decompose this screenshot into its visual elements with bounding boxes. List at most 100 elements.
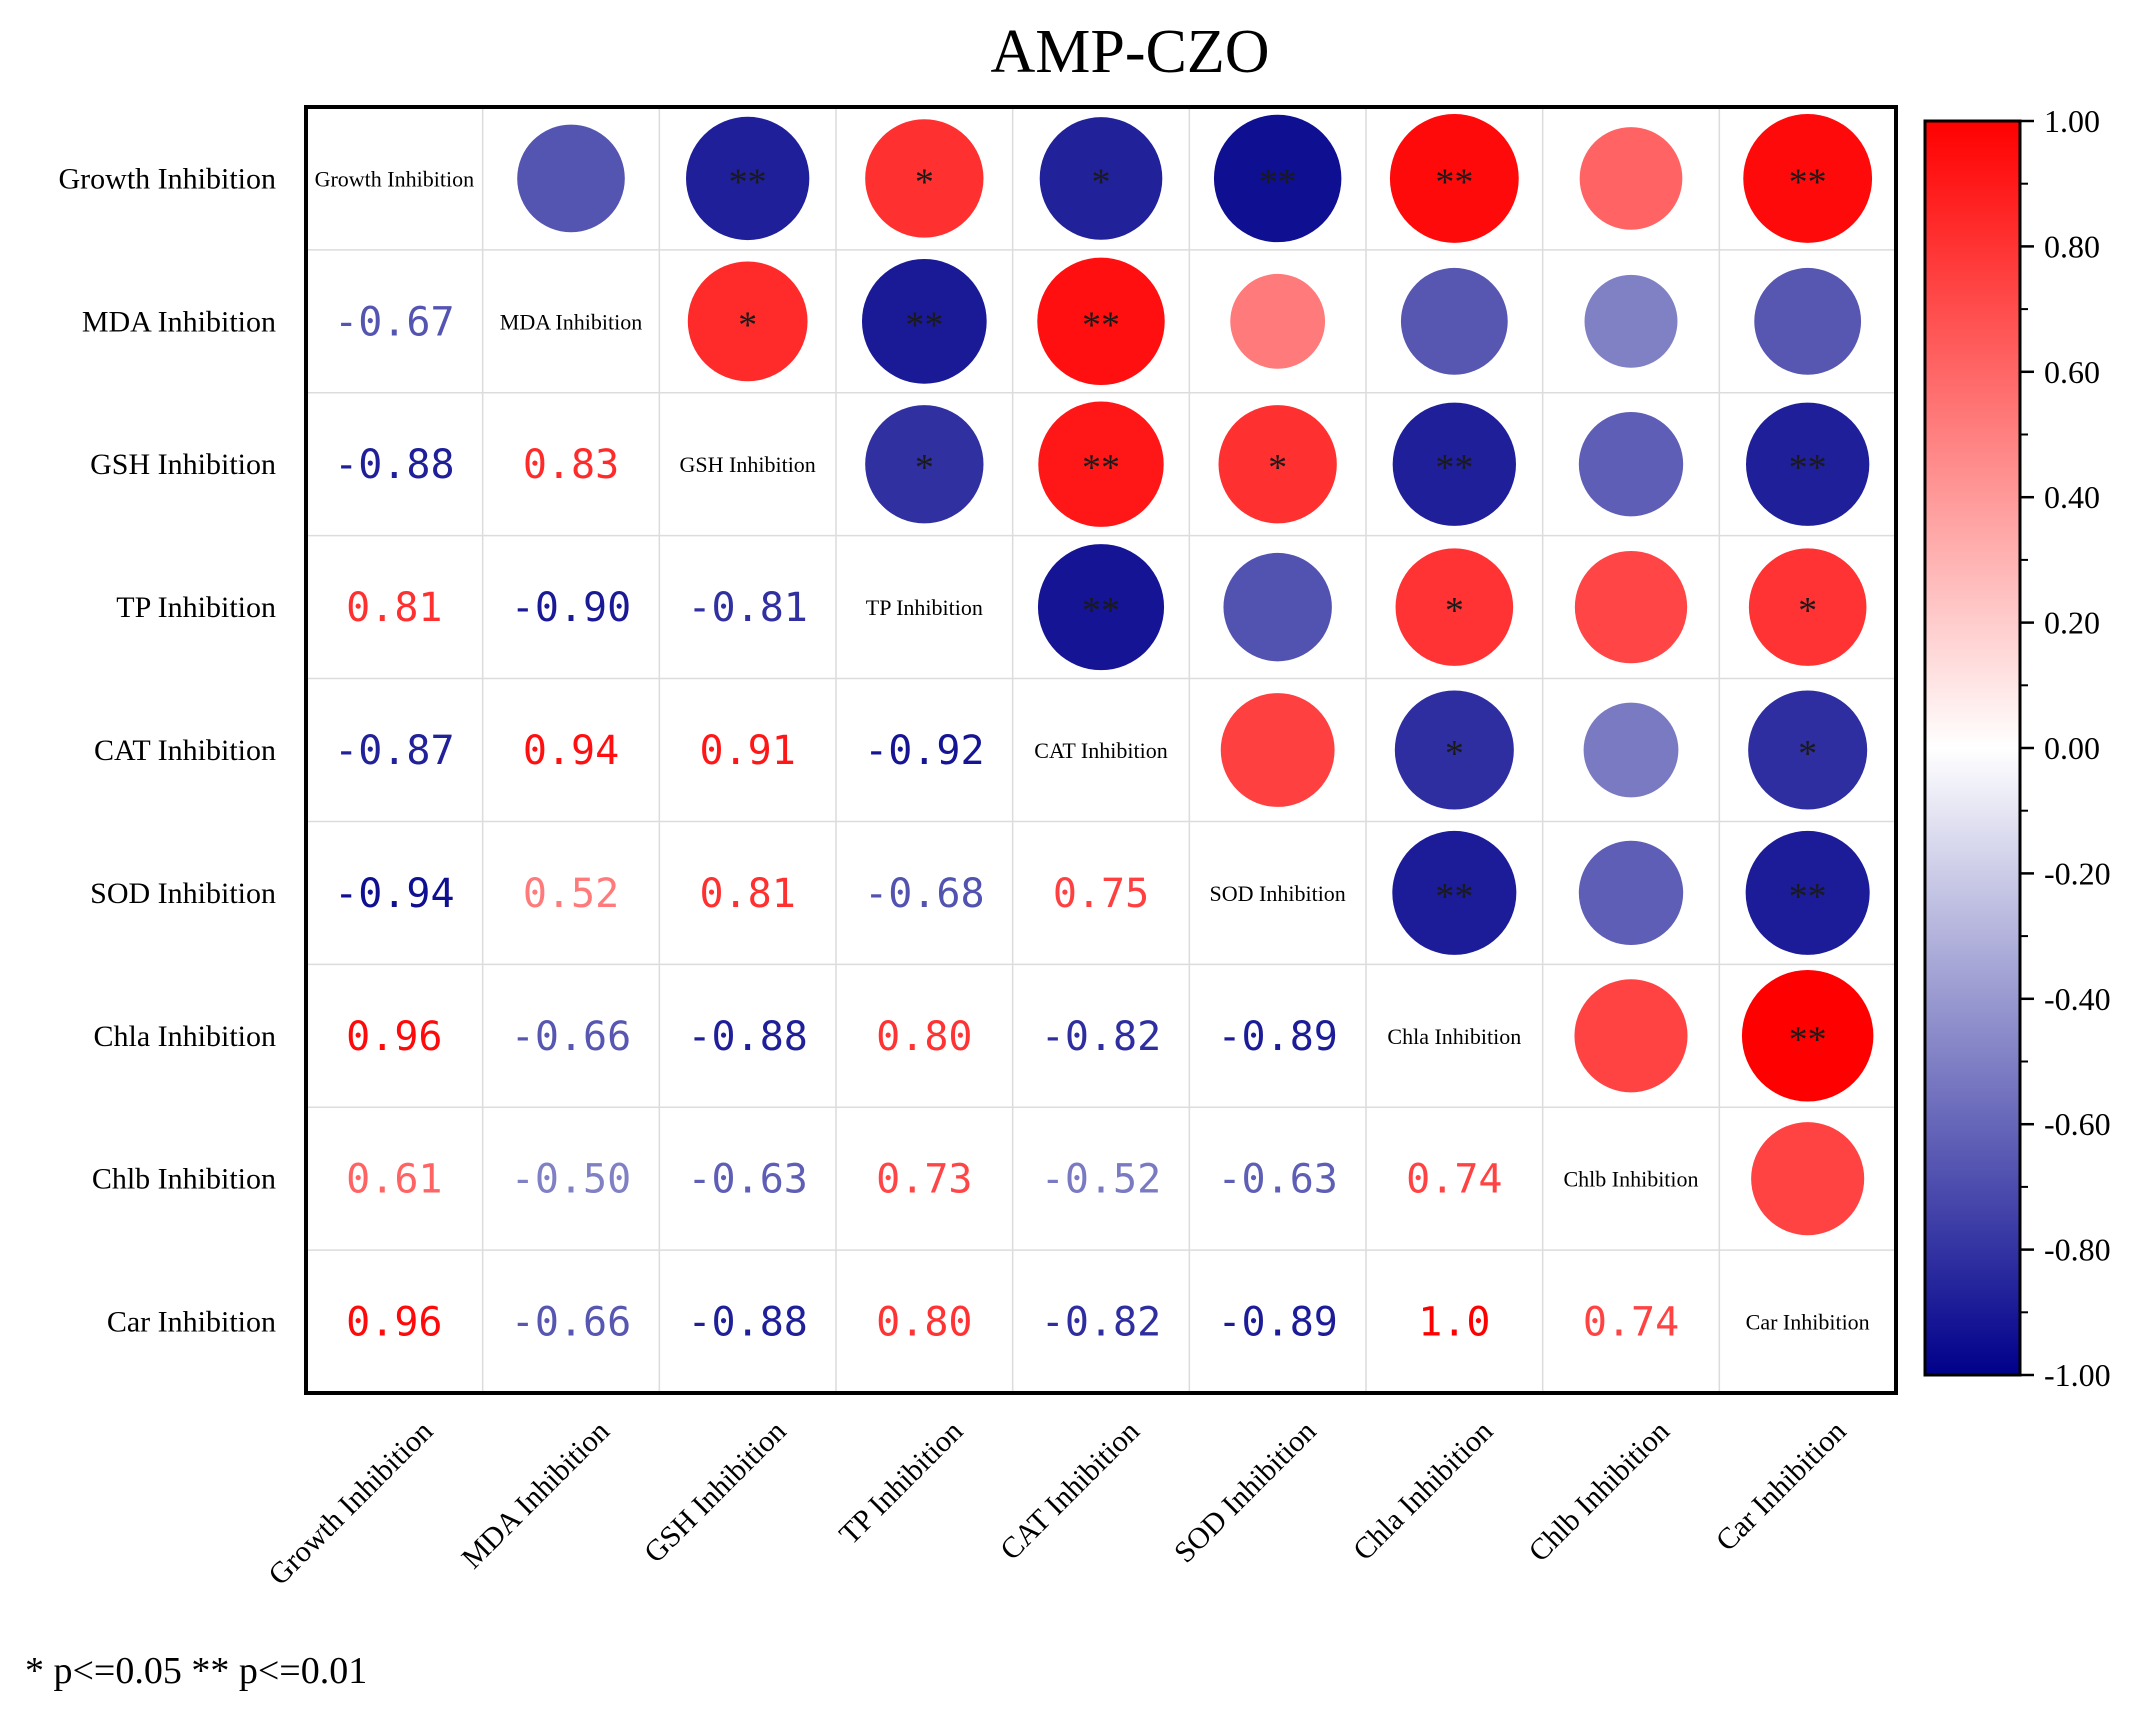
correlation-value: 0.73 (876, 1157, 972, 1203)
correlation-value: 1.0 (1418, 1300, 1490, 1346)
correlation-circle (1392, 402, 1516, 526)
correlation-value: -0.63 (1217, 1157, 1337, 1203)
correlation-value: 0.96 (346, 1014, 442, 1060)
significance-mark: * (1445, 590, 1464, 632)
diagonal-label: Chla Inhibition (1387, 1024, 1521, 1049)
significance-mark: ** (905, 304, 943, 346)
row-labels: Growth Inhibition MDA Inhibition GSH Inhib… (59, 162, 277, 1338)
significance-mark: ** (1789, 876, 1827, 918)
correlation-circle (1745, 830, 1870, 955)
correlation-circle (1574, 979, 1688, 1093)
significance-mark: ** (729, 161, 767, 203)
plot-frame (304, 105, 1898, 1395)
significance-mark: ** (1789, 161, 1827, 203)
significance-mark: * (738, 304, 757, 346)
column-label: Growth Inhibition (262, 1415, 439, 1592)
correlation-circle (865, 119, 984, 238)
significance-mark: ** (1435, 876, 1473, 918)
diagonal-label: TP Inhibition (866, 595, 983, 620)
column-label: TP Inhibition (833, 1415, 969, 1551)
correlation-value: -0.89 (1217, 1014, 1337, 1060)
column-label: Chla Inhibition (1347, 1415, 1499, 1567)
significance-mark: * (1268, 447, 1287, 489)
significance-mark: * (1798, 733, 1817, 775)
correlation-value: -0.66 (511, 1014, 631, 1060)
col-labels: Growth Inhibition MDA Inhibition GSH Inhib… (262, 1415, 1852, 1592)
column-label: SOD Inhibition (1168, 1415, 1323, 1570)
diagonal-label: SOD Inhibition (1210, 881, 1346, 906)
correlation-value: 0.80 (876, 1300, 972, 1346)
significance-mark: * (1445, 733, 1464, 775)
correlation-circle (1754, 267, 1862, 375)
colorbar-tick-label: 0.80 (2044, 228, 2100, 264)
correlation-value: 0.81 (700, 871, 796, 917)
colorbar: 1.00 0.80 0.60 0.40 0.20 0.00 -0.20 -0.40 -0.60 -… (1923, 103, 2111, 1393)
correlation-circle (1220, 693, 1335, 807)
significance-mark: * (915, 447, 934, 489)
correlation-circle (1037, 257, 1165, 386)
correlation-circle (1218, 405, 1337, 524)
diagonal-label: Chlb Inhibition (1563, 1167, 1698, 1192)
correlation-circle (1394, 690, 1514, 810)
correlation-circle (1579, 127, 1683, 230)
correlation-circle (686, 116, 810, 241)
correlation-value: 0.81 (346, 585, 442, 631)
significance-mark: ** (1789, 1019, 1827, 1061)
significance-mark: ** (1082, 447, 1120, 489)
correlation-circle (687, 261, 808, 382)
colorbar-tick-label: -0.20 (2044, 855, 2111, 891)
correlation-value: 0.96 (346, 1300, 442, 1346)
correlation-value: 0.61 (346, 1157, 442, 1203)
correlation-circle (865, 405, 984, 524)
correlation-value: -0.88 (687, 1300, 807, 1346)
significance-mark: ** (1082, 590, 1120, 632)
correlation-value: -0.90 (511, 585, 631, 631)
colorbar-tick-label: 1.00 (2044, 103, 2100, 139)
correlation-value: -0.88 (687, 1014, 807, 1060)
row-label: Growth Inhibition (59, 162, 277, 195)
correlation-circle (1230, 273, 1326, 369)
correlation-value: -0.81 (687, 585, 807, 631)
row-label: Chla Inhibition (94, 1020, 277, 1053)
diagonal-label: Car Inhibition (1746, 1310, 1870, 1335)
correlation-value: -0.89 (1217, 1300, 1337, 1346)
diagonal-label: CAT Inhibition (1034, 738, 1167, 763)
correlation-value: 0.91 (700, 728, 796, 774)
correlation-value: -0.52 (1041, 1157, 1161, 1203)
row-label: TP Inhibition (116, 591, 276, 624)
colorbar-tick-label: -0.40 (2044, 981, 2111, 1017)
chart-title: AMP-CZO (990, 18, 1269, 86)
correlation-value: -0.82 (1041, 1300, 1161, 1346)
colorbar-tick-label: -0.60 (2044, 1106, 2111, 1142)
correlation-circle (1213, 114, 1342, 243)
significance-mark: ** (1435, 447, 1473, 489)
correlation-circle (1741, 970, 1874, 1102)
correlation-value: -0.67 (334, 299, 454, 345)
correlation-value: -0.63 (687, 1157, 807, 1203)
correlation-value: -0.88 (334, 442, 454, 488)
correlation-circle (1038, 401, 1164, 527)
correlation-value: 0.75 (1053, 871, 1149, 917)
correlation-value: -0.66 (511, 1300, 631, 1346)
significance-mark: ** (1789, 447, 1827, 489)
correlation-circle (1748, 548, 1867, 666)
column-label: CAT Inhibition (994, 1415, 1146, 1567)
correlation-value: -0.68 (864, 871, 984, 917)
correlation-value: 0.94 (523, 728, 619, 774)
correlation-circle (1578, 840, 1684, 946)
correlation-circle (1395, 548, 1514, 666)
significance-legend: * p<=0.05 ** p<=0.01 (25, 1650, 367, 1692)
row-label: Car Inhibition (107, 1306, 276, 1339)
correlation-circle (1583, 702, 1679, 798)
correlation-circle (1389, 114, 1519, 243)
colorbar-tick-label: 0.20 (2044, 605, 2100, 641)
correlation-value: 0.74 (1583, 1300, 1679, 1346)
colorbar-tick-label: -0.80 (2044, 1232, 2111, 1268)
correlation-value: 0.80 (876, 1014, 972, 1060)
diagonal-label: MDA Inhibition (500, 309, 642, 334)
correlation-circle (1751, 1122, 1865, 1236)
correlation-circle (1584, 274, 1678, 368)
significance-mark: * (1798, 590, 1817, 632)
cells-layer: Growth Inhibition ** * * ** ** **-0.67 MDA Inhi… (315, 114, 1874, 1346)
